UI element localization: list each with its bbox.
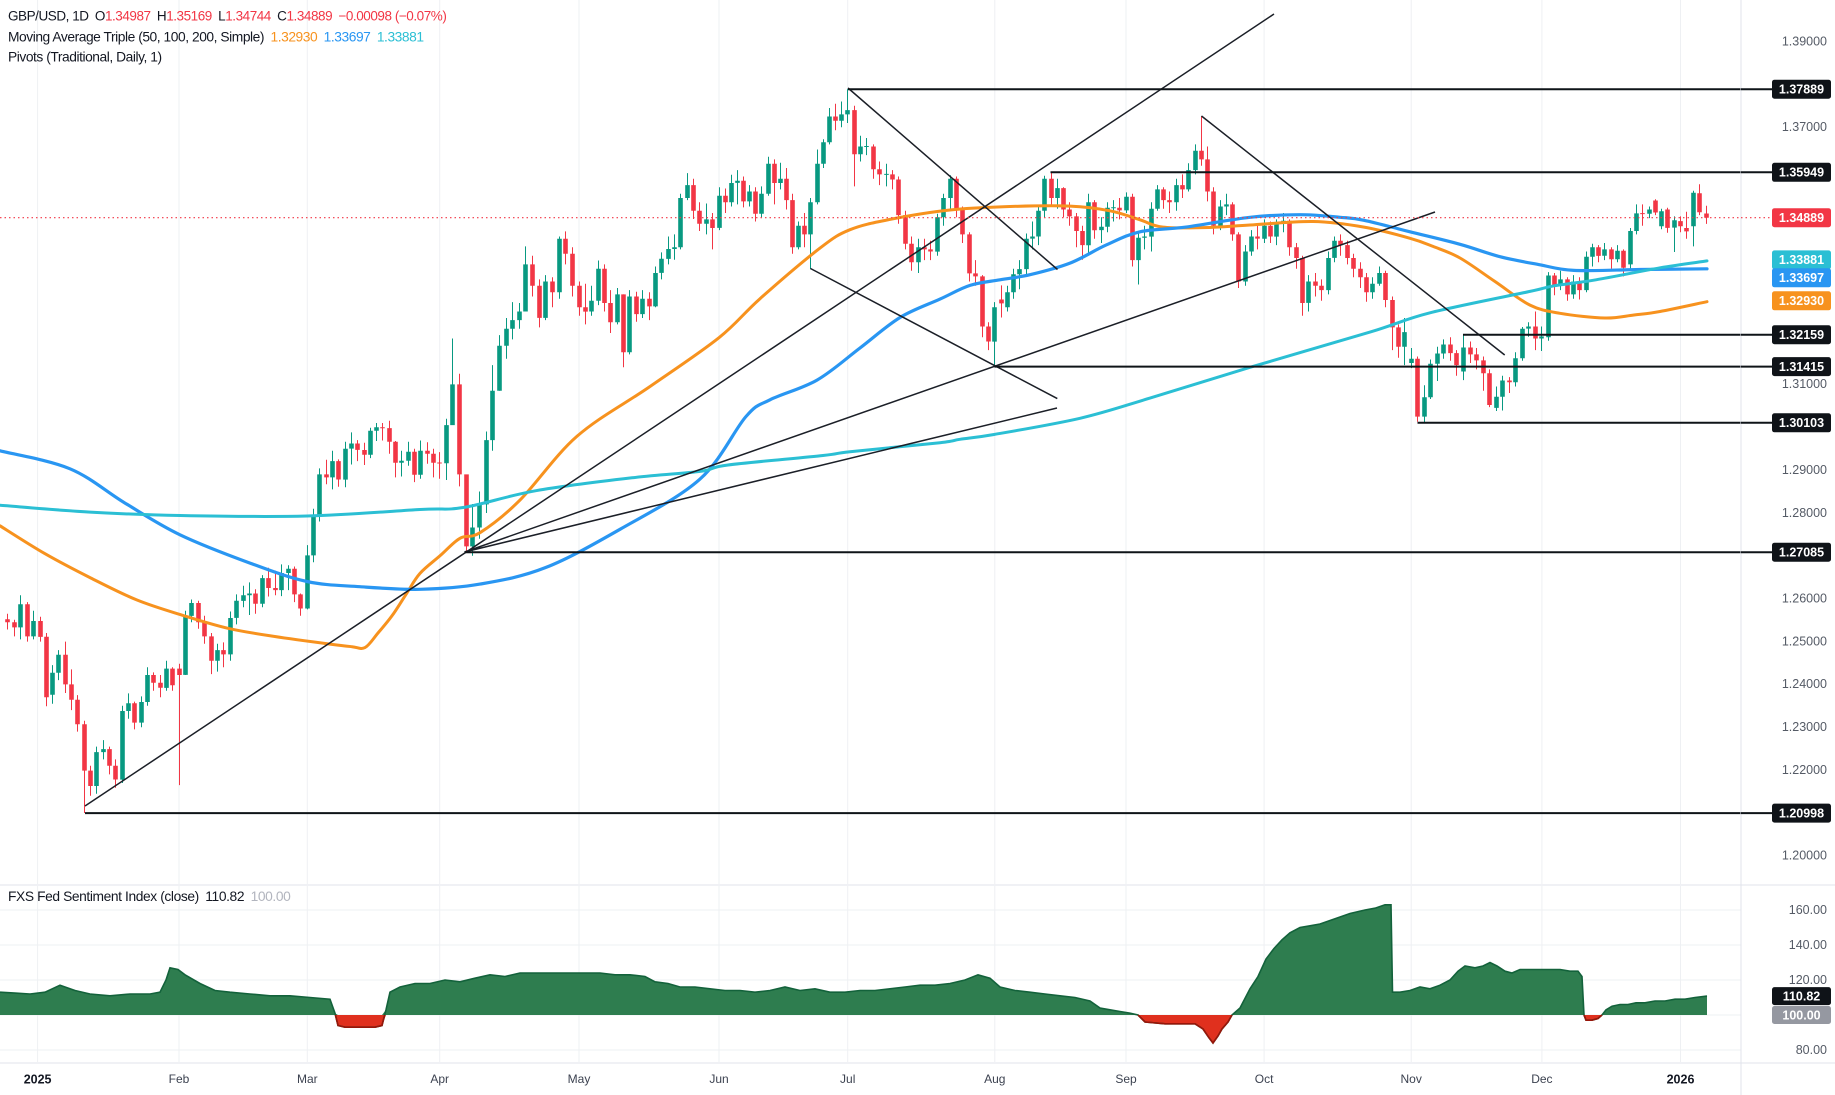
svg-text:80.00: 80.00 xyxy=(1796,1043,1827,1057)
svg-text:1.32159: 1.32159 xyxy=(1779,328,1824,342)
svg-text:Jun: Jun xyxy=(709,1072,728,1086)
svg-text:1.37889: 1.37889 xyxy=(1779,82,1824,96)
svg-text:2026: 2026 xyxy=(1667,1072,1695,1086)
svg-text:GBP/USD, 1D O1.34987 H1.35169: GBP/USD, 1D O1.34987 H1.35169 L1.34744 C… xyxy=(8,8,446,23)
svg-text:1.35949: 1.35949 xyxy=(1779,166,1824,180)
svg-text:1.30103: 1.30103 xyxy=(1779,416,1824,430)
svg-text:1.37000: 1.37000 xyxy=(1782,120,1827,134)
svg-text:Moving Average Triple (50, 100: Moving Average Triple (50, 100, 200, Sim… xyxy=(8,29,424,44)
svg-text:1.20998: 1.20998 xyxy=(1779,806,1824,820)
svg-text:2025: 2025 xyxy=(24,1072,52,1086)
svg-text:1.20000: 1.20000 xyxy=(1782,849,1827,863)
svg-text:May: May xyxy=(568,1072,591,1086)
svg-text:1.24000: 1.24000 xyxy=(1782,677,1827,691)
svg-text:1.27085: 1.27085 xyxy=(1779,545,1824,559)
svg-text:1.22000: 1.22000 xyxy=(1782,763,1827,777)
svg-text:1.31000: 1.31000 xyxy=(1782,377,1827,391)
svg-text:1.33881: 1.33881 xyxy=(1779,253,1824,267)
svg-text:Apr: Apr xyxy=(430,1072,449,1086)
svg-text:140.00: 140.00 xyxy=(1789,938,1827,952)
svg-text:1.29000: 1.29000 xyxy=(1782,463,1827,477)
svg-text:1.31415: 1.31415 xyxy=(1779,360,1824,374)
svg-text:Aug: Aug xyxy=(984,1072,1005,1086)
svg-text:110.82: 110.82 xyxy=(1783,989,1821,1003)
svg-text:1.32930: 1.32930 xyxy=(1779,294,1824,308)
svg-text:120.00: 120.00 xyxy=(1789,973,1827,987)
svg-text:160.00: 160.00 xyxy=(1789,903,1827,917)
svg-text:1.33697: 1.33697 xyxy=(1779,271,1824,285)
svg-text:Pivots (Traditional, Daily, 1): Pivots (Traditional, Daily, 1) xyxy=(8,50,162,65)
svg-text:1.26000: 1.26000 xyxy=(1782,591,1827,605)
svg-text:Nov: Nov xyxy=(1401,1072,1422,1086)
svg-text:Feb: Feb xyxy=(169,1072,190,1086)
svg-text:Mar: Mar xyxy=(297,1072,318,1086)
svg-text:Sep: Sep xyxy=(1115,1072,1137,1086)
svg-text:1.39000: 1.39000 xyxy=(1782,34,1827,48)
svg-text:FXS Fed Sentiment Index (close: FXS Fed Sentiment Index (close) 110.82 1… xyxy=(8,889,291,904)
svg-text:1.28000: 1.28000 xyxy=(1782,506,1827,520)
svg-text:1.25000: 1.25000 xyxy=(1782,634,1827,648)
svg-text:1.23000: 1.23000 xyxy=(1782,720,1827,734)
svg-text:Jul: Jul xyxy=(840,1072,855,1086)
svg-text:Oct: Oct xyxy=(1255,1072,1274,1086)
svg-text:Dec: Dec xyxy=(1531,1072,1552,1086)
svg-text:1.34889: 1.34889 xyxy=(1779,211,1824,225)
svg-text:100.00: 100.00 xyxy=(1782,1008,1820,1022)
